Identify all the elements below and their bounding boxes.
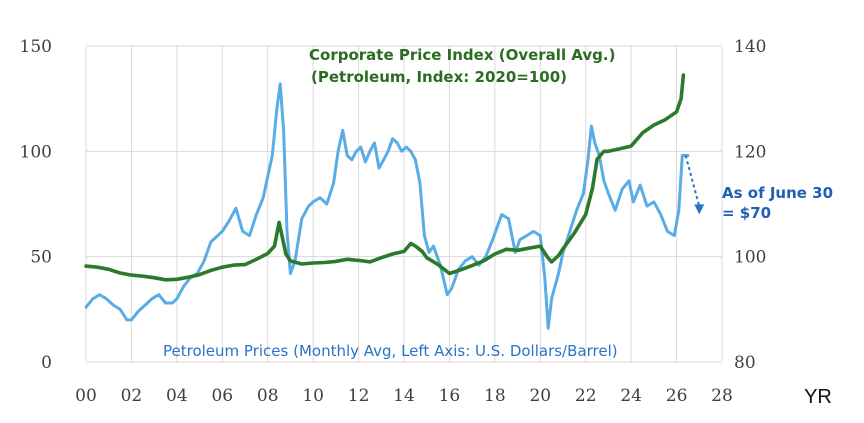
series-label-corporate-price-index-line1: Corporate Price Index (Overall Avg.) <box>309 46 615 64</box>
right-axis-ticks: 80 100 120 140 <box>734 37 766 373</box>
x-axis-tick-label: 22 <box>575 386 597 406</box>
x-axis-tick-label: 16 <box>439 386 461 406</box>
x-axis-tick-label: 06 <box>211 386 233 406</box>
left-axis-tick-label: 50 <box>30 248 52 268</box>
annotation-arrow <box>684 155 701 207</box>
series-label-petroleum-prices: Petroleum Prices (Monthly Avg, Left Axis… <box>163 342 618 360</box>
x-axis-unit-label: YR <box>804 386 832 408</box>
x-axis-tick-label: 26 <box>666 386 688 406</box>
annotation-arrow-head <box>694 204 705 215</box>
x-axis-tick-label: 02 <box>121 386 143 406</box>
x-axis-tick-label: 18 <box>484 386 506 406</box>
series-label-corporate-price-index-line2: (Petroleum, Index: 2020=100) <box>311 68 567 86</box>
series-line-petroleum-prices <box>84 82 690 330</box>
left-axis-tick-label: 150 <box>20 37 52 57</box>
right-axis-tick-label: 100 <box>734 248 766 268</box>
x-axis-tick-label: 24 <box>620 386 642 406</box>
chart-gridlines <box>85 45 723 363</box>
left-axis-tick-label: 0 <box>41 353 52 373</box>
x-axis-tick-label: 00 <box>75 386 97 406</box>
left-axis-tick-label: 100 <box>20 142 52 162</box>
x-axis-tick-label: 10 <box>302 386 324 406</box>
x-axis-tick-label: 20 <box>529 386 551 406</box>
right-axis-tick-label: 120 <box>734 142 766 162</box>
annotation-text-line2: = $70 <box>722 204 771 222</box>
left-axis-ticks: 0 50 100 150 <box>20 37 52 373</box>
x-axis-tick-label: 08 <box>257 386 279 406</box>
x-axis-tick-label: 14 <box>393 386 415 406</box>
right-axis-tick-label: 140 <box>734 37 766 57</box>
x-axis-tick-label: 12 <box>348 386 370 406</box>
x-axis-tick-label: 04 <box>166 386 188 406</box>
right-axis-tick-label: 80 <box>734 353 756 373</box>
x-axis-tick-label: 28 <box>711 386 733 406</box>
series-line-corporate-price-index <box>84 73 686 282</box>
annotation-text-line1: As of June 30 <box>722 184 833 202</box>
x-axis-ticks: 00 02 04 06 08 10 12 14 16 18 20 22 24 26 28 <box>75 386 733 406</box>
